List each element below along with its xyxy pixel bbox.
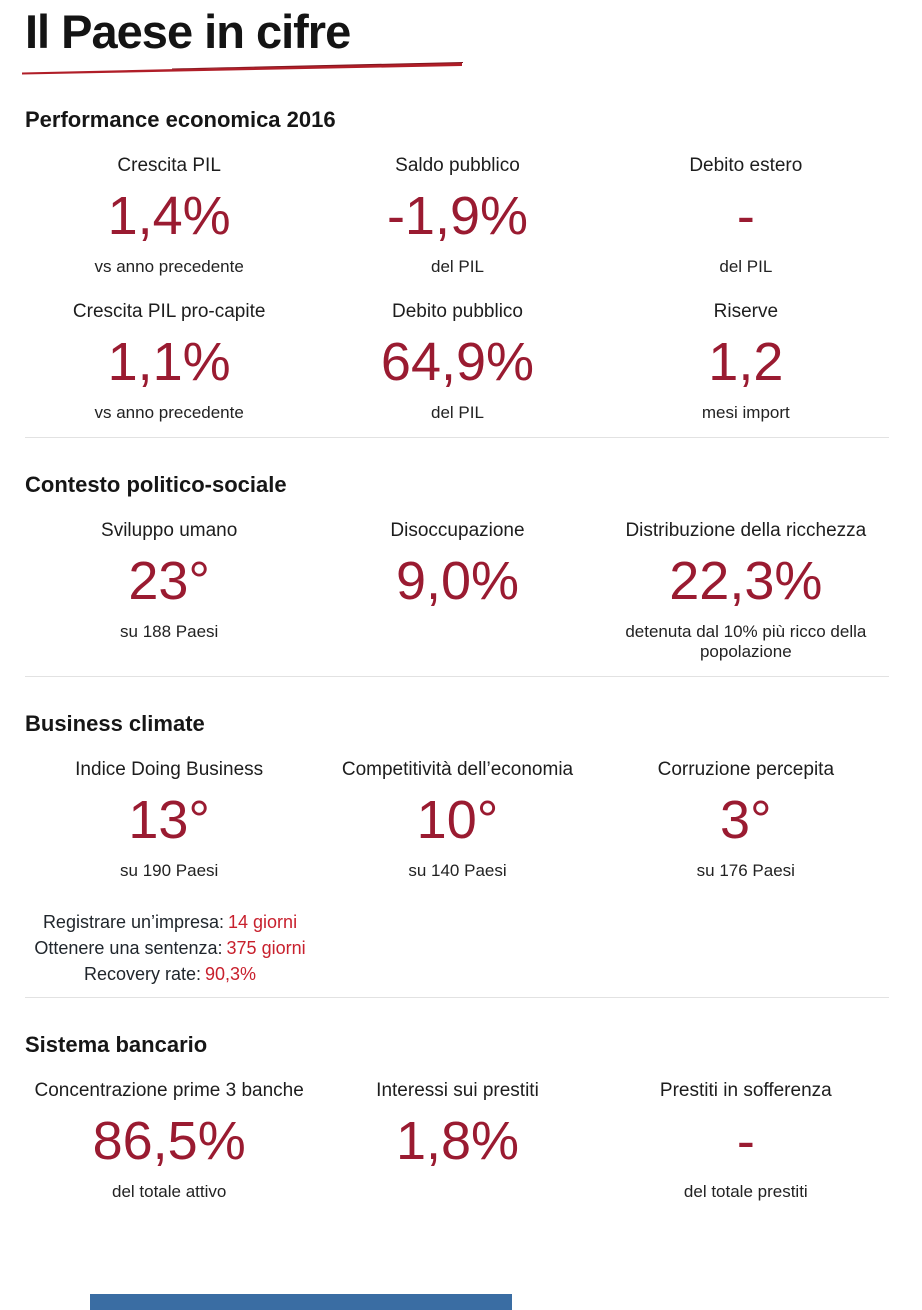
stat-label: Competitività dell’economia <box>341 758 574 780</box>
stat-label: Riserve <box>713 300 779 322</box>
page-title: Il Paese in cifre <box>25 5 351 58</box>
note-registrare-impresa: Registrare un’impresa: 14 giorni <box>25 909 315 935</box>
stat-grid: Indice Doing Business 13° su 190 Paesi C… <box>25 759 890 881</box>
note-label: Ottenere una sentenza: <box>34 937 223 958</box>
stat-value: -1,9% <box>386 185 529 246</box>
stat-value: 1,1% <box>107 331 231 392</box>
stat-card-corruzione-percepita: Corruzione percepita 3° su 176 Paesi <box>602 759 890 881</box>
stat-label: Distribuzione della ricchezza <box>625 519 867 541</box>
stat-label: Corruzione percepita <box>657 758 835 780</box>
stat-label: Debito pubblico <box>392 300 523 322</box>
stat-card-crescita-pil: Crescita PIL 1,4% vs anno precedente <box>25 155 313 277</box>
stat-grid: Sviluppo umano 23° su 188 Paesi Disoccup… <box>25 520 890 662</box>
stat-value: 13° <box>128 789 210 850</box>
stat-card-prestiti-sofferenza: Prestiti in sofferenza - del totale pres… <box>602 1080 890 1202</box>
stat-sub: detenuta dal 10% più ricco della popolaz… <box>625 621 867 661</box>
stat-value: 1,8% <box>395 1110 520 1171</box>
stat-sub: su 176 Paesi <box>696 860 795 880</box>
stat-sub: del PIL <box>719 256 773 276</box>
note-value: 375 giorni <box>226 937 306 958</box>
section-title: Sistema bancario <box>25 1031 208 1057</box>
stat-value: 22,3% <box>669 550 823 611</box>
stat-label: Crescita PIL <box>117 154 221 176</box>
business-notes: Registrare un’impresa: 14 giorni Ottenere… <box>25 909 315 987</box>
stat-sub: vs anno precedente <box>94 402 244 422</box>
stat-card-crescita-pil-pro-capite: Crescita PIL pro-capite 1,1% vs anno pre… <box>25 301 313 423</box>
stat-value: 1,4% <box>107 185 231 246</box>
stat-value: 9,0% <box>395 550 520 611</box>
stat-grid: Concentrazione prime 3 banche 86,5% del … <box>25 1080 890 1202</box>
stat-label: Disoccupazione <box>390 519 525 541</box>
stat-card-distribuzione-ricchezza: Distribuzione della ricchezza 22,3% dete… <box>602 520 890 662</box>
stat-card-concentrazione-banche: Concentrazione prime 3 banche 86,5% del … <box>25 1080 313 1202</box>
title-underline-stroke <box>22 61 463 75</box>
stat-label: Interessi sui prestiti <box>376 1079 539 1101</box>
section-title: Performance economica 2016 <box>25 106 336 132</box>
stat-card-interessi-prestiti: Interessi sui prestiti 1,8% <box>313 1080 601 1202</box>
stat-label: Saldo pubblico <box>395 154 520 176</box>
stat-value: 86,5% <box>92 1110 246 1171</box>
stat-card-sviluppo-umano: Sviluppo umano 23° su 188 Paesi <box>25 520 313 662</box>
note-label: Registrare un’impresa: <box>42 911 225 932</box>
stat-label: Indice Doing Business <box>75 758 264 780</box>
stat-card-competitivita-economia: Competitività dell’economia 10° su 140 P… <box>313 759 601 881</box>
stat-sub: su 140 Paesi <box>408 860 507 880</box>
stat-sub: su 188 Paesi <box>120 621 219 641</box>
stat-card-disoccupazione: Disoccupazione 9,0% <box>313 520 601 662</box>
stat-label: Debito estero <box>689 154 803 176</box>
note-label: Recovery rate: <box>83 963 201 984</box>
section-divider <box>25 675 889 677</box>
stat-value: 3° <box>720 789 772 850</box>
stat-sub: del totale attivo <box>111 1181 227 1201</box>
note-value: 14 giorni <box>228 911 298 932</box>
stat-card-indice-doing-business: Indice Doing Business 13° su 190 Paesi <box>25 759 313 881</box>
stat-grid: Crescita PIL 1,4% vs anno precedente Sal… <box>25 155 890 423</box>
note-value: 90,3% <box>205 963 257 984</box>
stat-sub: mesi import <box>701 402 790 422</box>
section-divider <box>25 996 889 998</box>
stat-sub: su 190 Paesi <box>120 860 219 880</box>
next-page-blue-bar <box>90 1294 512 1310</box>
section-title: Contesto politico-sociale <box>25 471 287 497</box>
stat-value: - <box>736 1110 755 1171</box>
stat-card-debito-estero: Debito estero - del PIL <box>602 155 890 277</box>
section-sistema-bancario: Sistema bancario Concentrazione prime 3 … <box>0 1032 922 1202</box>
note-recovery-rate: Recovery rate: 90,3% <box>25 961 315 987</box>
stat-value: 1,2 <box>708 331 784 392</box>
section-business-climate: Business climate Indice Doing Business 1… <box>0 711 922 987</box>
stat-label: Sviluppo umano <box>101 519 238 541</box>
section-performance-economica: Performance economica 2016 Crescita PIL … <box>0 107 922 423</box>
stat-value: 23° <box>128 550 210 611</box>
stat-value: - <box>736 185 755 246</box>
stat-value: 64,9% <box>380 331 535 392</box>
stat-card-riserve: Riserve 1,2 mesi import <box>602 301 890 423</box>
section-divider <box>25 436 889 438</box>
stat-sub: del totale prestiti <box>683 1181 808 1201</box>
note-ottenere-sentenza: Ottenere una sentenza: 375 giorni <box>25 935 315 961</box>
stat-sub: del PIL <box>431 402 484 422</box>
stat-label: Prestiti in sofferenza <box>659 1079 832 1101</box>
stat-value: 10° <box>416 789 499 850</box>
stat-sub: del PIL <box>431 256 484 276</box>
stat-label: Concentrazione prime 3 banche <box>34 1079 304 1101</box>
stat-card-debito-pubblico: Debito pubblico 64,9% del PIL <box>313 301 601 423</box>
stat-card-saldo-pubblico: Saldo pubblico -1,9% del PIL <box>313 155 601 277</box>
stat-label: Crescita PIL pro-capite <box>72 300 266 322</box>
section-title: Business climate <box>25 710 205 736</box>
stat-sub: vs anno precedente <box>94 256 244 276</box>
section-contesto-politico-sociale: Contesto politico-sociale Sviluppo umano… <box>0 472 922 662</box>
